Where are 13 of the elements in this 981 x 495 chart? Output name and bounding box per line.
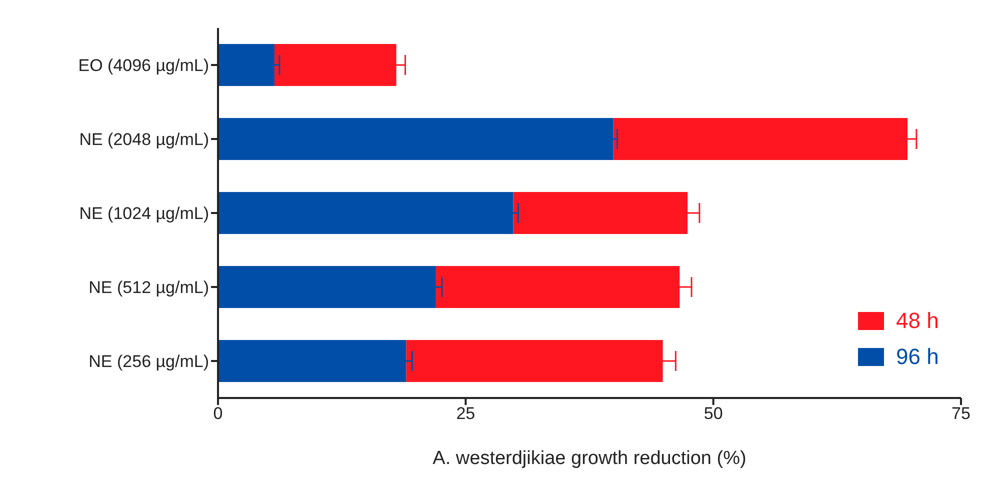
- y-tick-label: NE (512 µg/mL): [88, 278, 209, 298]
- legend-label: 48 h: [896, 308, 939, 334]
- y-tick-label: NE (1024 µg/mL): [79, 204, 209, 224]
- x-tick-label: 25: [456, 404, 476, 424]
- x-tick-label: 0: [213, 404, 223, 424]
- y-tick-label: EO (4096 µg/mL): [78, 56, 209, 76]
- x-tick-label: 75: [952, 404, 970, 424]
- y-tick-label: NE (2048 µg/mL): [79, 130, 209, 150]
- x-tick-label: 50: [704, 404, 723, 424]
- x-axis-title: A. westerdjikiae growth reduction (%): [432, 448, 746, 469]
- legend-label: 96 h: [896, 344, 939, 370]
- y-tick-label: NE (256 µg/mL): [88, 352, 209, 372]
- bar: [218, 118, 614, 160]
